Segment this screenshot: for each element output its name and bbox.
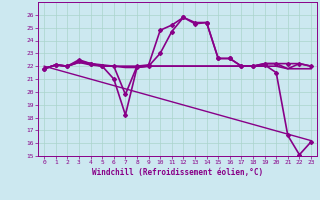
X-axis label: Windchill (Refroidissement éolien,°C): Windchill (Refroidissement éolien,°C)	[92, 168, 263, 177]
